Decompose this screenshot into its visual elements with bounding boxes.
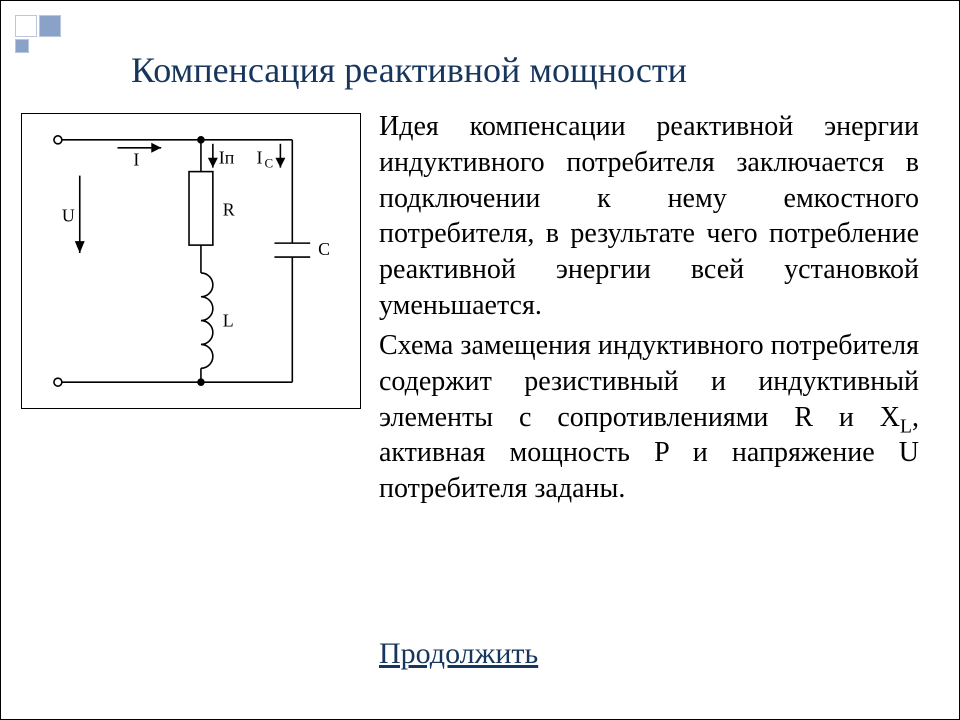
label-I-c: IC [257,148,274,171]
slide: Компенсация реактивной мощности [0,0,960,720]
circuit-svg: I Iп IC U R L C [22,114,360,408]
circuit-diagram: I Iп IC U R L C [21,113,361,409]
paragraph-2-sub: L [900,416,912,437]
label-I-pi: Iп [219,148,235,168]
paragraph-2-pre: Схема замещения индуктивного потребителя… [379,330,919,433]
label-I: I [133,150,139,170]
paragraph-2: Схема замещения индуктивного потребителя… [379,328,919,507]
continue-link[interactable]: Продолжить [379,637,538,671]
slide-title: Компенсация реактивной мощности [131,49,919,91]
label-C: C [318,239,330,259]
label-U: U [62,205,75,225]
body-text: Идея компенсации реактивной энергии инду… [379,109,919,511]
label-R: R [223,199,235,219]
paragraph-1: Идея компенсации реактивной энергии инду… [379,109,919,324]
corner-decoration [15,15,75,53]
label-L: L [223,311,234,331]
